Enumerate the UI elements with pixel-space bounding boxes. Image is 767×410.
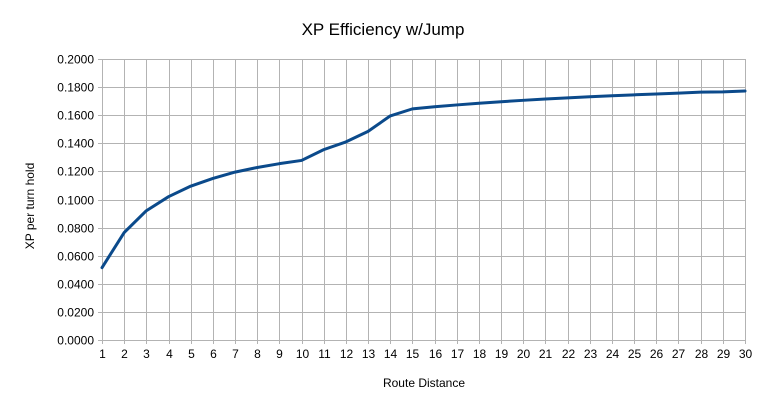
x-tick-label: 1 (99, 347, 106, 361)
y-tick-label: 0.1800 (57, 81, 94, 95)
y-tick-label: 0.2000 (57, 53, 94, 67)
x-tick-label: 18 (473, 347, 487, 361)
y-tick-label: 0.0800 (57, 222, 94, 236)
y-tick-label: 0.0000 (57, 334, 94, 348)
x-tick-labels: 1 2 3 4 5 6 7 8 9 10 11 12 13 14 15 16 17 18 19 20 21 22 23 24 2… (99, 347, 752, 361)
chart-title: XP Efficiency w/Jump (302, 20, 465, 39)
x-tick-label: 15 (406, 347, 420, 361)
x-tick-label: 22 (562, 347, 576, 361)
x-tick-label: 29 (717, 347, 731, 361)
x-tick-label: 20 (517, 347, 531, 361)
x-tick-label: 19 (495, 347, 509, 361)
y-tick-label: 0.1200 (57, 165, 94, 179)
y-axis-label: XP per turn hold (23, 163, 37, 250)
y-tick-label: 0.0400 (57, 278, 94, 292)
x-tick-label: 14 (384, 347, 398, 361)
x-tick-label: 28 (695, 347, 709, 361)
x-tick-label: 13 (362, 347, 376, 361)
y-tick-labels: 0.0000 0.0200 0.0400 0.0600 0.0800 0.1000 0.12… (57, 53, 94, 348)
y-tick-label: 0.1600 (57, 109, 94, 123)
x-tick-label: 2 (121, 347, 128, 361)
x-tick-label: 17 (451, 347, 465, 361)
x-tick-label: 11 (318, 347, 331, 361)
x-tick-label: 8 (254, 347, 261, 361)
y-tick-label: 0.1400 (57, 137, 94, 151)
x-tick-label: 7 (232, 347, 239, 361)
x-tick-label: 6 (210, 347, 217, 361)
y-tick-label: 0.0200 (57, 306, 94, 320)
x-tick-label: 10 (296, 347, 310, 361)
x-tick-label: 25 (628, 347, 642, 361)
x-tick-label: 23 (584, 347, 598, 361)
x-tick-label: 24 (606, 347, 620, 361)
x-tick-label: 30 (739, 347, 753, 361)
x-tick-label: 9 (276, 347, 283, 361)
x-tick-label: 3 (143, 347, 150, 361)
x-axis-label: Route Distance (383, 376, 465, 390)
x-tick-label: 21 (539, 347, 553, 361)
x-tick-label: 5 (188, 347, 195, 361)
x-tick-label: 12 (340, 347, 354, 361)
x-tick-label: 4 (166, 347, 173, 361)
series-line (100, 89, 747, 270)
x-tick-label: 26 (650, 347, 664, 361)
x-tick-label: 16 (429, 347, 443, 361)
x-tick-label: 27 (672, 347, 686, 361)
series-layer (100, 89, 747, 270)
grid-layer (98, 59, 746, 344)
y-tick-label: 0.0600 (57, 250, 94, 264)
y-tick-label: 0.1000 (57, 194, 94, 208)
